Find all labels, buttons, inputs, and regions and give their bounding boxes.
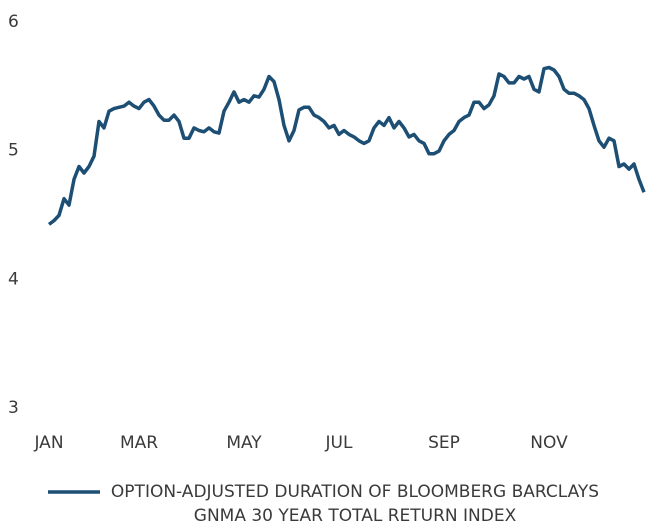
x-tick-label: JUL: [325, 433, 353, 453]
x-tick-label: NOV: [530, 433, 568, 453]
y-tick-label: 3: [8, 398, 19, 418]
data-line: [47, 65, 646, 226]
x-tick-label: MAR: [120, 433, 158, 453]
y-tick-label: 5: [8, 141, 19, 161]
y-tick-label: 4: [8, 269, 19, 289]
y-tick-label: 6: [8, 12, 19, 32]
x-tick-label: SEP: [428, 433, 460, 453]
legend-label: OPTION-ADJUSTED DURATION OF BLOOMBERG BA…: [110, 482, 600, 526]
chart: 3 4 5 6 JAN MAR MAY JUL SEP NOV: [8, 12, 646, 453]
x-tick-label: JAN: [33, 433, 63, 453]
x-tick-label: MAY: [226, 433, 262, 453]
